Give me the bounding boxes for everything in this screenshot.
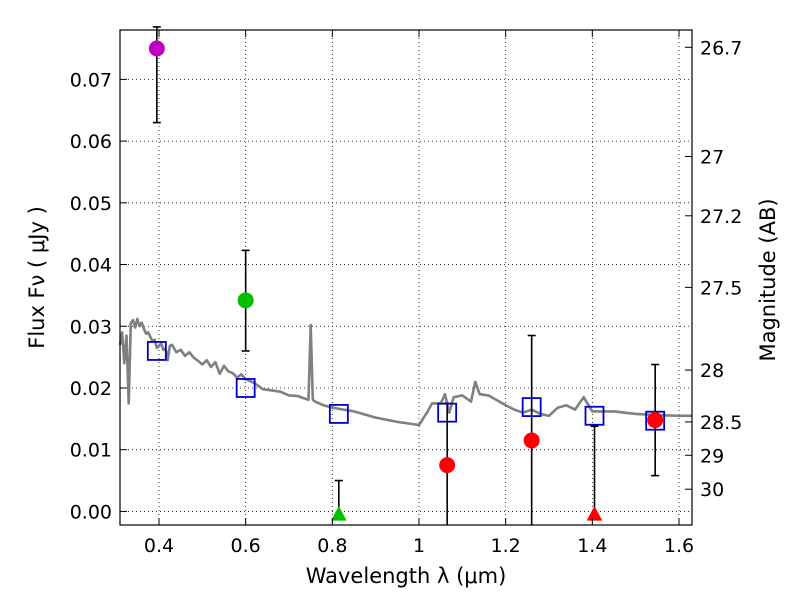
- mag-tick-label: 28: [700, 360, 724, 382]
- mag-tick-label: 27: [700, 147, 724, 169]
- upper-limit-triangle: [586, 506, 603, 521]
- y-tick-label: 0.04: [70, 255, 112, 277]
- observed-flux-point: [523, 432, 540, 449]
- y-tick-label: 0.05: [70, 193, 112, 215]
- y2-axis-label: Magnitude (AB): [756, 198, 780, 361]
- x-tick-label: 0.6: [231, 535, 261, 557]
- model-band-square: [521, 397, 542, 418]
- observed-flux-point: [148, 40, 165, 57]
- model-band-square: [235, 378, 256, 398]
- model-band-square: [146, 341, 167, 361]
- upper-limit-triangle: [330, 506, 347, 521]
- mag-tick-label: 27.2: [700, 206, 742, 228]
- mag-tick-label: 29: [700, 445, 724, 467]
- y-tick-label: 0.01: [70, 440, 112, 462]
- y-tick-label: 0.07: [70, 69, 112, 91]
- model-spectrum-line: [118, 317, 692, 427]
- tick-layer: 0.4 0.6 0.8 1 1.2 1.4 1.6 0.00 0.01 0.02 0.03 0.04 0…: [70, 30, 742, 557]
- observed-flux-point: [237, 292, 254, 309]
- y-tick-label: 0.00: [70, 501, 112, 523]
- model-band-square: [328, 404, 349, 424]
- y-tick-label: 0.03: [70, 316, 112, 338]
- observed-flux-point: [647, 412, 664, 429]
- plot-frame: [119, 29, 693, 526]
- errorbar-layer: [152, 26, 660, 525]
- x-axis-label: Wavelength λ (μm): [306, 564, 507, 588]
- x-tick-label: 0.8: [317, 535, 347, 557]
- model-spectrum-layer: [118, 317, 692, 427]
- mag-tick-label: 30: [700, 479, 724, 501]
- y-tick-label: 0.06: [70, 131, 112, 153]
- x-tick-label: 1.2: [491, 535, 521, 557]
- x-tick-label: 1.6: [664, 535, 694, 557]
- marker-layer: [146, 40, 666, 521]
- mag-tick-label: 26.7: [700, 37, 742, 59]
- x-tick-label: 1: [413, 535, 425, 557]
- model-band-square: [437, 402, 458, 423]
- x-tick-label: 0.4: [144, 535, 174, 557]
- y-axis-label: Flux Fν ( μJy ): [25, 206, 49, 349]
- mag-tick-label: 28.5: [700, 412, 742, 434]
- x-tick-label: 1.4: [577, 535, 607, 557]
- grid-lines: [120, 30, 692, 525]
- observed-flux-point: [439, 457, 456, 474]
- model-band-square: [584, 405, 605, 426]
- y-tick-label: 0.02: [70, 378, 112, 400]
- mag-tick-label: 27.5: [700, 277, 742, 299]
- model-band-square: [645, 410, 666, 431]
